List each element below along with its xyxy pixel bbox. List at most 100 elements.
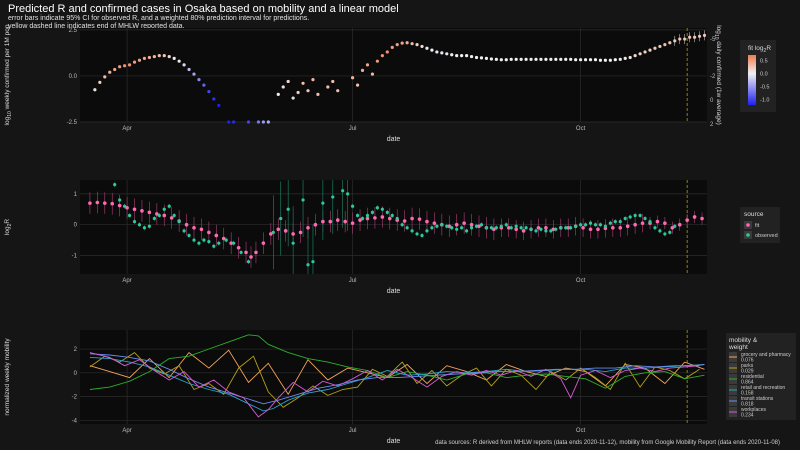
legend-label-fit: fit <box>755 223 760 229</box>
case-point <box>326 85 330 89</box>
case-point <box>564 57 568 61</box>
case-point <box>613 58 617 62</box>
fit-point <box>321 219 325 224</box>
observed-point <box>440 223 444 227</box>
fit-point <box>229 241 233 245</box>
observed-point <box>162 207 166 211</box>
observed-point <box>390 213 394 218</box>
fit-point <box>663 221 667 225</box>
case-point <box>509 57 513 61</box>
case-point <box>529 57 533 61</box>
case-point <box>633 54 637 58</box>
y-axis-title-sub: 10 <box>7 111 13 117</box>
legend-box <box>740 40 776 112</box>
chart-header: Predicted R and confirmed cases in Osaka… <box>8 3 399 31</box>
fit-point <box>343 219 347 224</box>
observed-point <box>668 230 672 234</box>
observed-point <box>479 223 484 227</box>
fit-point <box>350 221 355 225</box>
fit-point <box>254 250 258 255</box>
fit-point <box>269 232 273 236</box>
observed-point <box>271 230 275 234</box>
fit-point <box>536 225 541 230</box>
source-legend: source fit observed <box>740 207 780 243</box>
case-point <box>132 60 137 64</box>
observed-point <box>355 213 360 218</box>
colorbar-tick-label: -1.0 <box>760 98 769 104</box>
case-point <box>519 57 523 61</box>
observed-point <box>380 207 384 211</box>
observed-point <box>623 216 627 221</box>
observed-point <box>321 201 325 205</box>
observed-point <box>618 220 622 224</box>
case-point <box>256 120 261 124</box>
y-axis-right-title-rest: daily confirmed (1w average) <box>715 39 722 124</box>
fit-point <box>365 216 370 221</box>
case-point <box>450 53 454 57</box>
observed-point <box>192 238 196 242</box>
case-point <box>445 52 449 56</box>
observed-point <box>450 226 454 230</box>
legend-series-name: parks <box>741 363 754 369</box>
observed-point <box>301 198 305 202</box>
case-point <box>583 58 588 62</box>
fit-point <box>221 236 226 241</box>
observed-point <box>202 238 206 242</box>
observed-point <box>509 226 513 230</box>
case-point <box>227 120 231 124</box>
fit-point <box>417 217 422 221</box>
observed-point <box>123 204 127 208</box>
y-tick-label: 2 <box>74 347 78 353</box>
case-point <box>152 54 156 59</box>
x-tick-label: Apr <box>122 126 131 132</box>
observed-point <box>648 220 652 224</box>
fit-point <box>88 201 92 205</box>
fit-point <box>147 210 152 215</box>
x-tick-label: Oct <box>576 278 586 284</box>
observed-point <box>239 250 243 255</box>
fit-point <box>425 219 429 224</box>
fit-point <box>492 227 496 232</box>
case-point <box>534 57 538 61</box>
observed-point <box>460 226 464 230</box>
case-point <box>281 85 285 89</box>
observed-point <box>549 229 553 233</box>
fit-point <box>588 227 593 232</box>
fit-point <box>249 255 253 259</box>
chart-subtitle-1: error bars indicate 95% CI for observed … <box>8 15 310 22</box>
case-point <box>370 72 375 76</box>
observed-point <box>574 224 578 228</box>
mobility-line <box>89 352 700 408</box>
observed-point <box>405 226 409 230</box>
observed-point <box>633 213 637 218</box>
fit-point <box>313 222 318 227</box>
case-point <box>316 92 320 96</box>
fit-point <box>596 227 600 232</box>
case-point <box>603 58 607 62</box>
fit-point <box>477 224 481 229</box>
legend-box <box>726 333 796 420</box>
legend-title: source <box>744 211 764 218</box>
legend-series-name: residential <box>741 374 764 380</box>
legend-swatch-fit <box>746 223 750 227</box>
observed-point <box>351 204 355 208</box>
case-point <box>405 41 409 45</box>
observed-point <box>499 224 503 228</box>
fit-point <box>402 219 407 223</box>
observed-point <box>182 229 186 233</box>
x-tick-label: Jul <box>349 126 357 132</box>
plot-area <box>80 180 707 274</box>
case-point <box>663 42 667 47</box>
fit-point <box>207 230 211 235</box>
fit-point <box>162 213 167 218</box>
observed-point <box>534 229 538 233</box>
observed-point <box>593 223 598 227</box>
case-point <box>658 44 662 49</box>
legend-title-rest: R <box>766 45 771 52</box>
legend-title-1: mobility & <box>729 337 758 344</box>
case-point <box>351 76 355 80</box>
case-point <box>474 55 479 60</box>
colorbar-tick-label: 0.5 <box>760 58 768 64</box>
case-point <box>410 42 414 46</box>
